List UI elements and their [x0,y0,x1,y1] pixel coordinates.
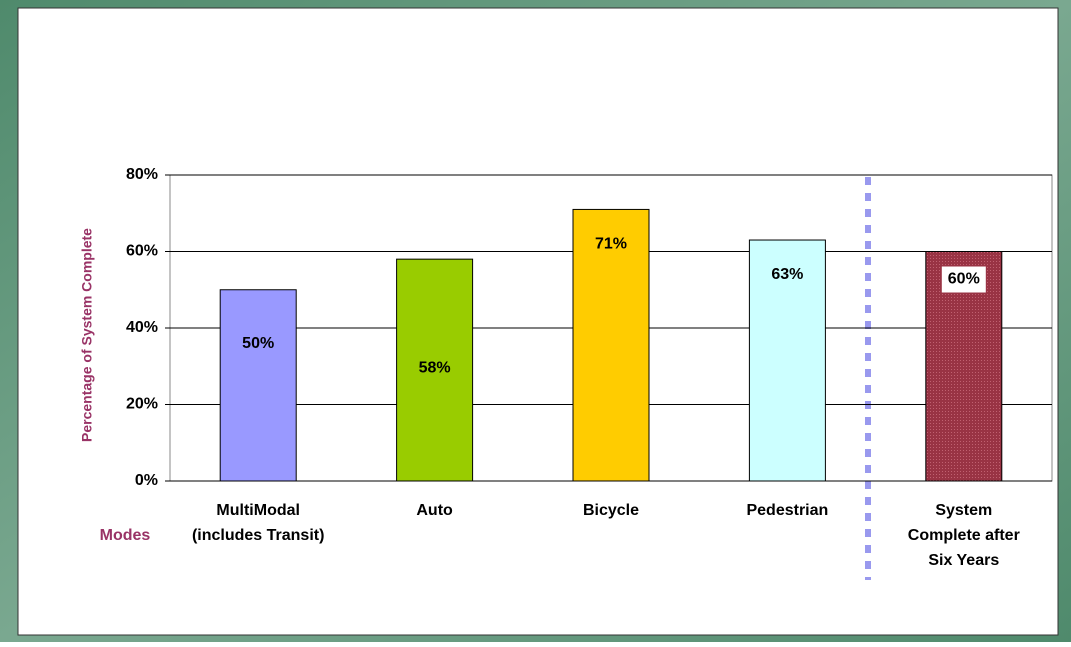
value-label: 50% [242,335,274,352]
value-label: 58% [419,359,451,376]
y-tick-label: 40% [126,319,158,336]
y-tick-label: 60% [126,243,158,260]
y-axis-label: Percentage of System Complete [79,228,95,442]
x-tick-label: Six Years [928,552,999,569]
value-label: 63% [771,266,803,283]
value-label: 60% [948,271,980,288]
x-axis-label: Modes [100,527,151,544]
y-tick-label: 80% [126,166,158,183]
x-tick-label: System [935,502,992,519]
y-tick-label: 20% [126,396,158,413]
bar [396,258,474,482]
x-tick-label: MultiModal [216,502,300,519]
y-tick-label: 0% [135,472,158,489]
x-tick-label: Bicycle [583,502,639,519]
x-tick-label: Pedestrian [746,502,828,519]
x-tick-label: (includes Transit) [192,527,324,544]
bar [219,289,297,482]
panel [17,7,1059,636]
value-label-box [941,266,986,293]
value-label: 71% [595,236,627,253]
bar [748,239,826,482]
x-tick-label: Auto [416,502,453,519]
x-tick-label: Complete after [908,527,1020,544]
bar [572,208,650,482]
